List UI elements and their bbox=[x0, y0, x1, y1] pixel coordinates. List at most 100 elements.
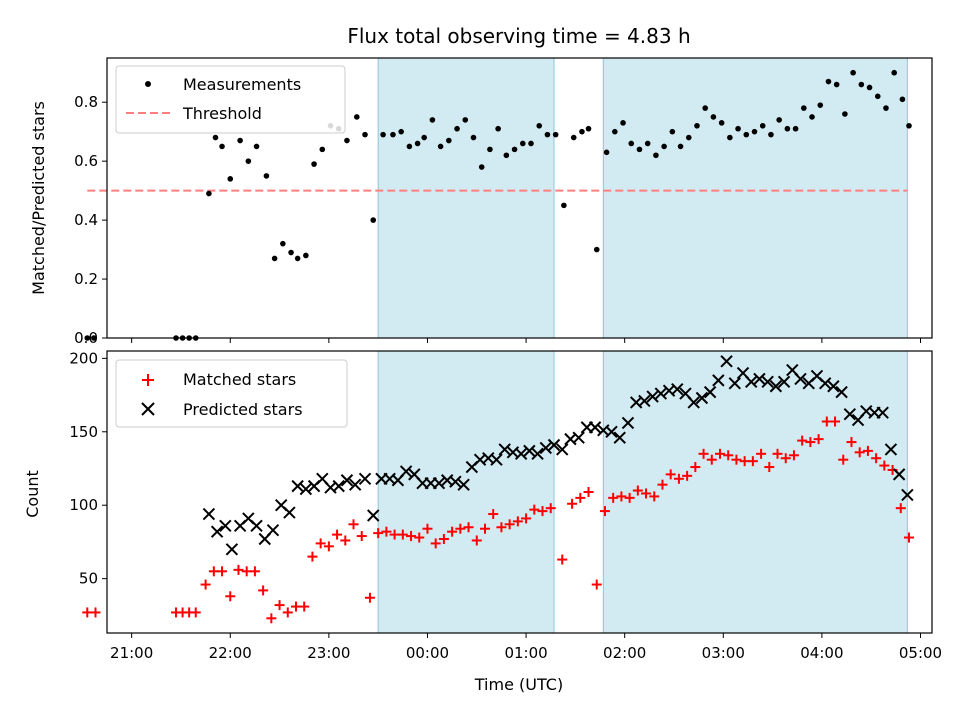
x-tick-label: 04:00 bbox=[800, 644, 843, 662]
top-y-axis-label: Matched/Predicted stars bbox=[29, 101, 48, 295]
measurement-point bbox=[906, 122, 912, 129]
predicted-star-point bbox=[695, 391, 709, 405]
matched-star-point bbox=[200, 579, 211, 590]
matched-star-point bbox=[217, 566, 228, 577]
matched-star-point bbox=[381, 526, 392, 537]
y-tick-label: 100 bbox=[69, 496, 98, 514]
matched-star-point bbox=[780, 453, 791, 464]
matched-star-point bbox=[471, 535, 482, 546]
measurement-point bbox=[421, 134, 427, 141]
matched-star-point bbox=[682, 470, 693, 481]
matched-star-point bbox=[249, 566, 260, 577]
measurement-point bbox=[303, 252, 309, 259]
predicted-star-point bbox=[539, 441, 553, 455]
legend-matched-marker bbox=[142, 374, 154, 386]
matched-star-point bbox=[772, 448, 783, 459]
predicted-star-point bbox=[761, 375, 774, 389]
matched-star-point bbox=[340, 535, 351, 546]
predicted-star-point bbox=[720, 355, 733, 368]
predicted-stars-points bbox=[202, 355, 914, 556]
top-x-ticks bbox=[131, 338, 921, 343]
matched-star-point bbox=[373, 528, 384, 539]
matched-star-point bbox=[266, 613, 277, 624]
measurement-point bbox=[727, 134, 733, 141]
measurement-point bbox=[899, 96, 906, 103]
matched-star-point bbox=[723, 450, 734, 461]
predicted-star-point bbox=[531, 447, 544, 461]
matched-star-point bbox=[599, 506, 610, 517]
top-shaded-intervals bbox=[377, 57, 908, 339]
predicted-star-point bbox=[901, 488, 914, 502]
measurement-point bbox=[817, 102, 824, 108]
predicted-star-point bbox=[299, 482, 313, 496]
top-legend: Measurements Threshold bbox=[115, 65, 346, 134]
measurement-point bbox=[354, 114, 360, 120]
bottom-legend: Matched stars Predicted stars bbox=[115, 359, 348, 428]
matched-stars-points bbox=[82, 416, 914, 624]
measurement-point bbox=[478, 164, 485, 170]
top-panel: 0.0 0.2 0.4 0.6 0.8 Flux total observing tim… bbox=[29, 24, 933, 347]
predicted-star-point bbox=[843, 407, 857, 421]
y-tick-label: 0.2 bbox=[74, 270, 98, 288]
matched-star-point bbox=[764, 462, 775, 473]
y-tick-label: 200 bbox=[69, 349, 98, 367]
matched-star-point bbox=[447, 526, 458, 537]
predicted-star-point bbox=[818, 377, 832, 390]
predicted-star-point bbox=[892, 468, 906, 481]
matched-star-point bbox=[430, 538, 441, 549]
measurement-point bbox=[570, 134, 577, 141]
matched-star-point bbox=[557, 554, 568, 565]
measurement-point bbox=[288, 249, 294, 256]
x-tick-label: 22:00 bbox=[209, 644, 252, 662]
measurement-point bbox=[768, 131, 774, 138]
y-tick-label: 0.8 bbox=[74, 93, 98, 111]
measurement-point bbox=[219, 143, 225, 150]
legend-predicted-marker bbox=[141, 402, 155, 416]
measurement-point bbox=[362, 131, 368, 138]
matched-star-point bbox=[616, 491, 627, 502]
measurement-point bbox=[710, 114, 717, 120]
x-tick-label: 03:00 bbox=[702, 644, 745, 662]
measurement-point bbox=[398, 128, 404, 135]
measurement-point bbox=[620, 120, 626, 126]
measurement-point bbox=[390, 131, 396, 138]
predicted-star-point bbox=[613, 431, 626, 444]
matched-star-point bbox=[747, 456, 758, 467]
matched-star-point bbox=[854, 447, 865, 458]
matched-star-point bbox=[871, 453, 882, 464]
predicted-star-point bbox=[654, 387, 668, 400]
measurement-point bbox=[842, 111, 848, 117]
matched-star-point bbox=[504, 519, 515, 530]
matched-star-point bbox=[521, 513, 532, 524]
predicted-star-point bbox=[332, 479, 345, 493]
measurement-point bbox=[669, 128, 676, 135]
predicted-star-point bbox=[367, 509, 380, 522]
measurement-point bbox=[579, 128, 585, 135]
matched-star-point bbox=[903, 532, 914, 543]
matched-star-point bbox=[397, 529, 408, 540]
predicted-star-point bbox=[827, 380, 840, 393]
matched-star-point bbox=[529, 504, 540, 515]
matched-star-point bbox=[364, 592, 375, 603]
measurement-point bbox=[511, 146, 518, 153]
measurement-point bbox=[437, 143, 444, 150]
measurement-point bbox=[544, 131, 551, 138]
x-axis-label: Time (UTC) bbox=[474, 675, 563, 694]
measurement-point bbox=[751, 128, 758, 135]
matched-star-point bbox=[583, 487, 594, 497]
measurement-point bbox=[685, 134, 692, 141]
measurement-point bbox=[636, 146, 643, 153]
legend-threshold-label: Threshold bbox=[182, 104, 262, 123]
predicted-star-point bbox=[572, 431, 585, 444]
measurement-point bbox=[536, 122, 543, 129]
matched-star-point bbox=[422, 523, 433, 534]
matched-star-point bbox=[805, 437, 816, 448]
measurement-point bbox=[495, 125, 501, 132]
measurement-point bbox=[429, 117, 436, 123]
measurement-point bbox=[833, 81, 840, 88]
bottom-y-axis-label: Count bbox=[23, 470, 42, 518]
predicted-star-point bbox=[498, 443, 511, 456]
matched-star-point bbox=[545, 503, 556, 514]
legend-measurements-marker bbox=[145, 81, 151, 87]
predicted-star-point bbox=[432, 476, 446, 490]
